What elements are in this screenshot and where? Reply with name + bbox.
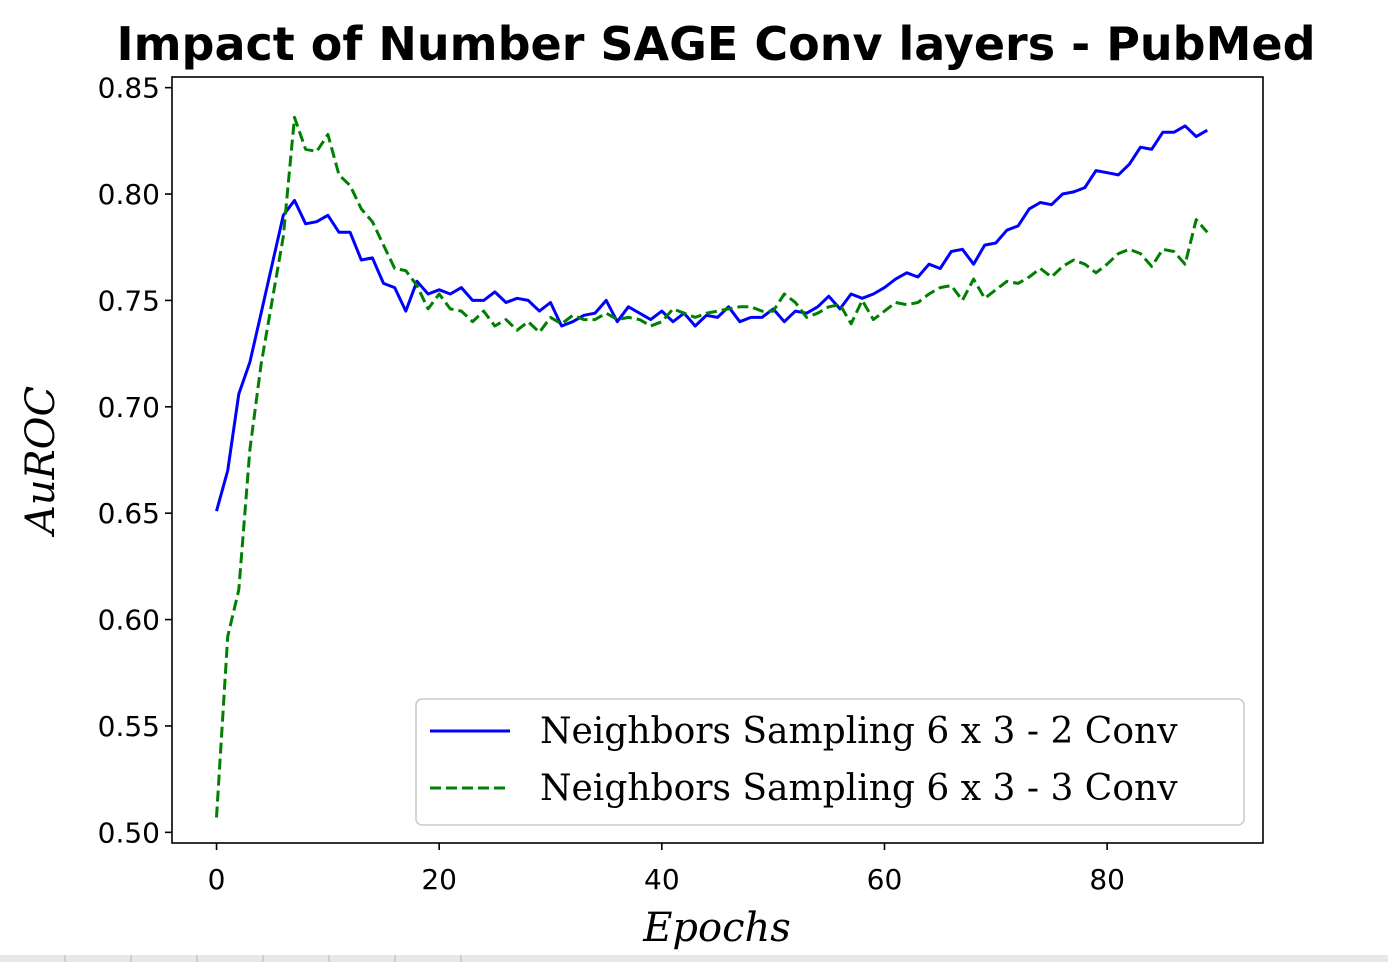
x-axis-label: Epochs (642, 905, 791, 951)
y-tick-label: 0.85 (98, 72, 160, 105)
y-tick-label: 0.80 (98, 178, 160, 211)
strip-cell (132, 955, 198, 962)
plot-frame (171, 76, 1264, 844)
y-tick-label: 0.50 (98, 816, 160, 849)
series-line-2-conv (215, 124, 1209, 512)
legend-label-3-conv: Neighbors Sampling 6 x 3 - 3 Conv (540, 768, 1178, 809)
legend-label-2-conv: Neighbors Sampling 6 x 3 - 2 Conv (540, 711, 1178, 752)
x-axis-ticks: 0 20 40 60 80 (208, 843, 1125, 896)
strip-cell (396, 955, 462, 962)
y-tick-label: 0.65 (98, 497, 160, 530)
legend-box (415, 698, 1245, 826)
legend: Neighbors Sampling 6 x 3 - 2 Conv Neighb… (415, 698, 1245, 826)
strip-cell (264, 955, 330, 962)
y-tick-label: 0.60 (98, 604, 160, 637)
strip-cell (198, 955, 264, 962)
y-tick-label: 0.75 (98, 284, 160, 317)
window-bottom-strip (0, 955, 1388, 962)
y-tick-label: 0.70 (98, 391, 160, 424)
y-tick-label: 0.55 (98, 710, 160, 743)
x-tick-label: 80 (1089, 863, 1125, 896)
x-tick-label: 20 (421, 863, 457, 896)
series-group (215, 115, 1209, 818)
x-tick-label: 60 (867, 863, 903, 896)
strip-cell (0, 955, 66, 962)
strip-cell (330, 955, 396, 962)
chart-title: Impact of Number SAGE Conv layers - PubM… (116, 17, 1315, 71)
series-line-3-conv (215, 115, 1209, 818)
x-tick-label: 40 (644, 863, 680, 896)
x-tick-label: 0 (208, 863, 226, 896)
y-axis-label: AuROC (18, 386, 64, 538)
y-axis-ticks: 0.50 0.55 0.60 0.65 0.70 0.75 0.80 0.85 (98, 72, 172, 849)
strip-cell (66, 955, 132, 962)
